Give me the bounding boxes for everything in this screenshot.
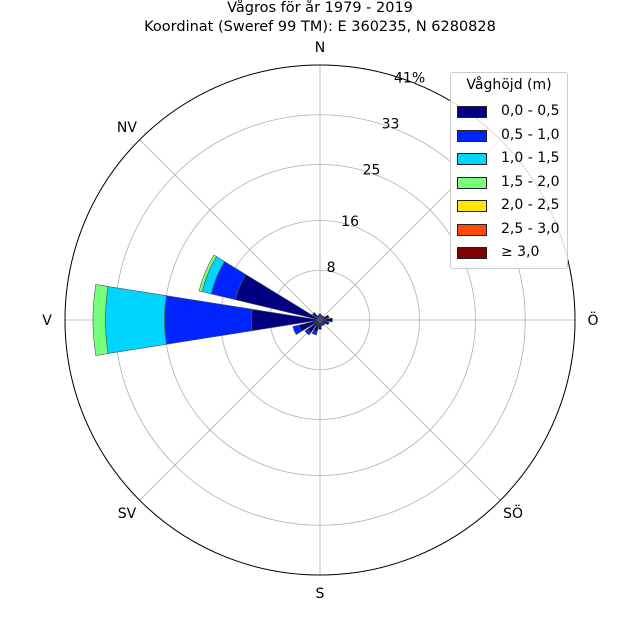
wedge-S-series-0 [318, 319, 322, 330]
legend-swatch [457, 223, 487, 236]
legend-label: 2,0 - 2,5 [501, 197, 560, 213]
chart-title: Vågros för år 1979 - 2019 [227, 0, 413, 16]
legend: Våghöjd (m) 0,0 - 0,5 0,5 - 1,0 1,0 - 1,5 1… [450, 72, 568, 269]
spoke-gridline [319, 319, 501, 501]
compass-label-S: S [316, 586, 325, 602]
wedge-V-series-1 [164, 295, 253, 345]
wedge-SSÖ-series-0 [319, 319, 324, 327]
compass-label-V: V [42, 313, 52, 329]
polar-frame [64, 64, 576, 576]
legend-label: 2,5 - 3,0 [501, 220, 560, 237]
legend-swatch [457, 129, 487, 142]
wedge-NÖ-series-0 [319, 315, 325, 321]
spoke-gridline [139, 139, 321, 321]
compass-label-SÖ: SÖ [503, 504, 523, 522]
legend-label: ≥ 3,0 [501, 244, 540, 260]
legend-label: 1,0 - 1,5 [501, 150, 560, 166]
wedge-V-series-3 [92, 284, 109, 356]
compass-label-NV: NV [117, 120, 137, 136]
wedge-VNV-series-3 [198, 254, 218, 293]
radial-tick-label: 33 [382, 116, 400, 132]
legend-swatch [457, 106, 487, 118]
legend-label: 1,5 - 2,0 [501, 173, 560, 190]
compass-label-Ö: Ö [587, 311, 598, 329]
legend-swatch [457, 247, 487, 259]
wedge-SÖ-series-0 [319, 319, 326, 326]
wedge-N-series-0 [318, 313, 322, 321]
radial-tick-label: 16 [341, 214, 359, 230]
radial-tick-label: 41% [394, 70, 425, 86]
legend-label: 0,0 - 0,5 [501, 103, 560, 119]
wedge-NV-series-0 [312, 312, 321, 321]
compass-label-N: N [315, 40, 325, 56]
wedge-SSV-series-1 [311, 330, 318, 336]
radial-tick-label: 8 [327, 260, 336, 276]
wedge-Ö-series-0 [319, 317, 333, 323]
wedge-ÖNÖ-series-0 [319, 314, 330, 321]
legend-label: 0,5 - 1,0 [501, 126, 560, 143]
wedge-V-series-2 [105, 286, 167, 354]
compass-label-SV: SV [118, 506, 137, 522]
legend-swatch [457, 200, 487, 212]
radial-tick-label: 25 [363, 162, 381, 178]
wedge-SV-series-1 [304, 328, 312, 336]
wedge-ÖSÖ-series-0 [319, 319, 330, 326]
chart-subtitle: Koordinat (Sweref 99 TM): E 360235, N 62… [144, 19, 496, 35]
wedge-VSV-series-1 [292, 324, 302, 336]
legend-swatch [457, 153, 487, 165]
spoke-gridline [139, 319, 321, 501]
legend-swatch [457, 176, 487, 189]
legend-title: Våghöjd (m) [466, 77, 552, 93]
wedge-NNV-series-0 [316, 314, 321, 321]
